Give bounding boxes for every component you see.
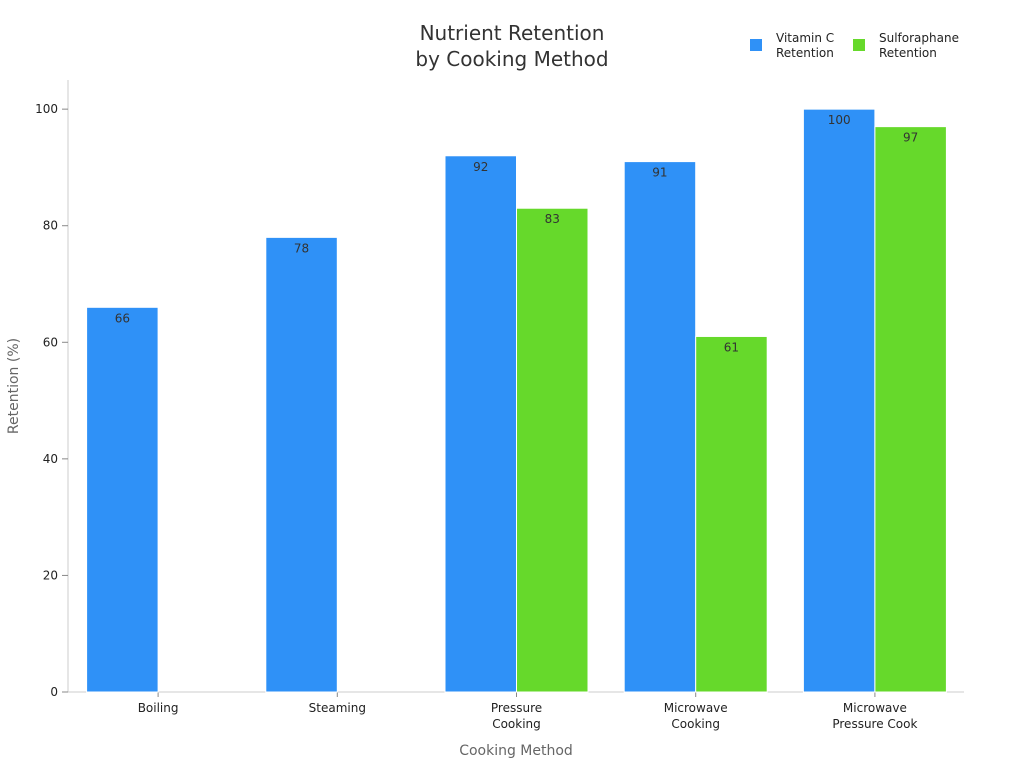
y-tick-label: 100: [35, 102, 58, 116]
data-label: 83: [545, 212, 560, 226]
legend-label: Retention: [879, 46, 937, 60]
legend-swatch: [750, 39, 762, 51]
legend-label: Retention: [776, 46, 834, 60]
x-axis: Boiling Steaming Pressure Cooking Microwave C…: [68, 691, 964, 731]
bar-vitamin-c: [444, 155, 517, 693]
data-label: 100: [828, 113, 851, 127]
y-axis-title: Retention (%): [6, 338, 22, 434]
data-label: 91: [652, 166, 667, 180]
chart-title-line: by Cooking Method: [415, 47, 608, 71]
bar-vitamin-c: [802, 108, 876, 693]
x-tick-label: Steaming: [309, 701, 366, 715]
x-tick-label: Cooking: [671, 717, 720, 731]
bar-sulforaphane: [695, 335, 768, 693]
data-label: 78: [294, 241, 309, 255]
x-tick-label: Microwave: [843, 701, 907, 715]
x-tick-label: Microwave: [664, 701, 728, 715]
data-label: 66: [115, 311, 130, 325]
y-tick-label: 40: [43, 452, 58, 466]
x-tick-label: Cooking: [492, 717, 541, 731]
y-tick-label: 80: [43, 219, 58, 233]
bar-vitamin-c: [86, 306, 159, 693]
y-tick-label: 60: [43, 335, 58, 349]
x-tick-label: Pressure Cook: [832, 717, 917, 731]
legend-label: Vitamin C: [776, 31, 834, 45]
legend-swatch: [853, 39, 865, 51]
data-label: 61: [724, 340, 739, 354]
bar-vitamin-c: [623, 161, 697, 693]
legend-label: Sulforaphane: [879, 31, 959, 45]
data-labels: 66 78 92 83 91 61 100 97: [115, 113, 919, 354]
bar-vitamin-c: [265, 236, 338, 693]
bars: [86, 108, 947, 693]
x-tick-label: Boiling: [138, 701, 179, 715]
y-tick-label: 20: [43, 568, 58, 582]
y-axis: 0 20 40 60 80 100: [35, 80, 69, 699]
bar-sulforaphane: [874, 126, 947, 693]
chart-title-line: Nutrient Retention: [420, 21, 605, 45]
data-label: 97: [903, 131, 918, 145]
x-axis-title: Cooking Method: [459, 743, 573, 759]
y-tick-label: 0: [50, 685, 58, 699]
data-label: 92: [473, 160, 488, 174]
x-tick-label: Pressure: [491, 701, 542, 715]
bar-sulforaphane: [516, 207, 589, 693]
